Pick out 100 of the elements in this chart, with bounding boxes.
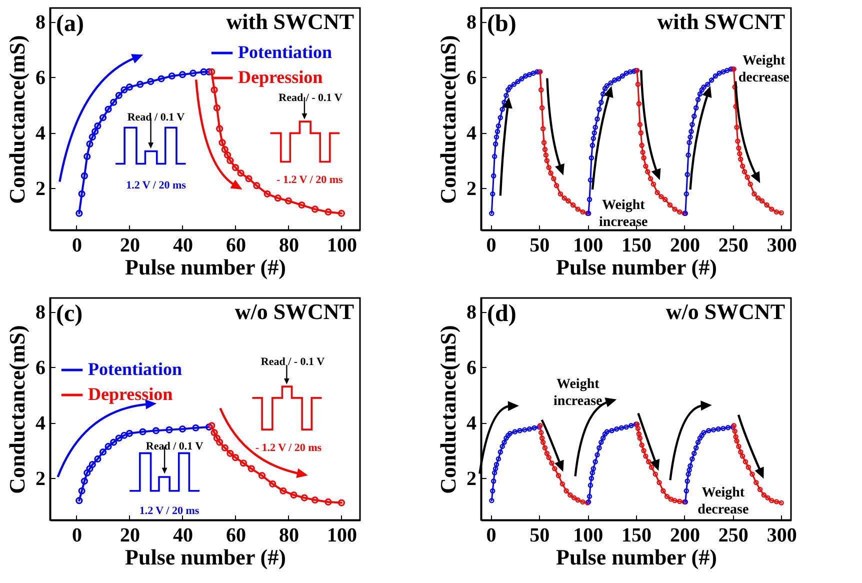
annotation: 1.2 V / 20 ms bbox=[139, 505, 200, 518]
point bbox=[737, 151, 742, 156]
point bbox=[716, 426, 721, 432]
x-tick-label: 60 bbox=[226, 524, 246, 546]
point bbox=[686, 472, 691, 477]
point bbox=[120, 86, 128, 94]
point bbox=[592, 459, 598, 464]
point bbox=[258, 472, 266, 480]
point bbox=[759, 198, 765, 204]
point bbox=[688, 463, 693, 468]
point bbox=[646, 459, 652, 464]
point bbox=[110, 98, 118, 106]
x-tick-label: 100 bbox=[326, 524, 357, 546]
x-tick-label: 200 bbox=[670, 234, 700, 256]
chart-title: (c) bbox=[56, 301, 83, 327]
point bbox=[608, 80, 614, 86]
y-tick-label: 6 bbox=[466, 66, 476, 89]
y-tick-label: 4 bbox=[466, 122, 476, 144]
point bbox=[237, 170, 244, 177]
point bbox=[522, 73, 528, 79]
point bbox=[213, 104, 220, 112]
point bbox=[324, 208, 332, 216]
point bbox=[618, 425, 624, 430]
point bbox=[284, 197, 292, 204]
point bbox=[720, 426, 726, 432]
point bbox=[519, 76, 524, 82]
point bbox=[586, 196, 592, 202]
point bbox=[311, 496, 318, 504]
point bbox=[566, 198, 571, 204]
point bbox=[692, 450, 697, 456]
point bbox=[590, 142, 596, 148]
point bbox=[78, 190, 86, 198]
point bbox=[740, 454, 746, 459]
point bbox=[724, 68, 730, 74]
point bbox=[490, 191, 496, 197]
point bbox=[568, 492, 573, 498]
point bbox=[540, 126, 546, 132]
point bbox=[586, 494, 592, 500]
point bbox=[538, 430, 544, 436]
point bbox=[638, 130, 644, 136]
point bbox=[594, 116, 600, 122]
point bbox=[643, 454, 648, 459]
chart-subtitle: with SWCNT bbox=[657, 9, 786, 34]
chart-subtitle: with SWCNT bbox=[226, 9, 354, 34]
y-axis-title: Conductance(mS) bbox=[436, 35, 460, 204]
y-axis-title: Conductance(mS) bbox=[4, 35, 30, 204]
point bbox=[643, 164, 648, 169]
point bbox=[672, 206, 678, 212]
point bbox=[280, 487, 287, 494]
point bbox=[544, 158, 550, 164]
x-tick-label: 40 bbox=[172, 524, 193, 546]
point bbox=[216, 438, 224, 446]
point bbox=[539, 436, 545, 441]
point bbox=[641, 448, 646, 454]
point bbox=[604, 429, 610, 434]
point bbox=[697, 436, 703, 441]
point bbox=[494, 134, 500, 140]
point bbox=[232, 164, 240, 172]
point bbox=[232, 454, 240, 462]
point bbox=[588, 482, 594, 488]
point bbox=[757, 486, 763, 492]
point bbox=[311, 206, 318, 213]
point bbox=[692, 114, 697, 119]
point bbox=[742, 169, 748, 174]
point bbox=[502, 100, 507, 105]
point bbox=[588, 476, 594, 481]
point bbox=[752, 191, 757, 197]
point bbox=[221, 444, 228, 452]
point bbox=[115, 434, 122, 442]
point bbox=[668, 496, 674, 502]
point bbox=[496, 123, 502, 129]
x-tick-label: 200 bbox=[670, 524, 700, 546]
point bbox=[564, 488, 569, 494]
y-tick-label: 8 bbox=[36, 301, 46, 324]
point bbox=[575, 497, 580, 503]
point bbox=[701, 430, 706, 436]
x-tick-label: 150 bbox=[622, 524, 652, 546]
point bbox=[490, 478, 496, 484]
point bbox=[699, 432, 704, 438]
point bbox=[697, 91, 703, 97]
point bbox=[712, 73, 718, 79]
point bbox=[543, 152, 549, 158]
annotation: Weight decrease bbox=[698, 485, 749, 518]
point bbox=[492, 470, 498, 476]
annotation: Read / - 0.1 V bbox=[260, 356, 325, 368]
point bbox=[94, 122, 102, 130]
point bbox=[80, 172, 88, 180]
x-tick-label: 0 bbox=[72, 524, 82, 546]
point bbox=[695, 96, 701, 102]
point bbox=[542, 146, 548, 152]
y-tick-label: 6 bbox=[466, 356, 476, 379]
point bbox=[701, 84, 706, 90]
point bbox=[708, 78, 714, 83]
x-tick-label: 80 bbox=[278, 524, 299, 546]
point bbox=[500, 444, 505, 450]
point bbox=[612, 78, 618, 83]
point bbox=[490, 173, 496, 178]
point bbox=[616, 76, 622, 82]
point bbox=[688, 128, 694, 134]
chart-subtitle: w/o SWCNT bbox=[234, 299, 354, 324]
